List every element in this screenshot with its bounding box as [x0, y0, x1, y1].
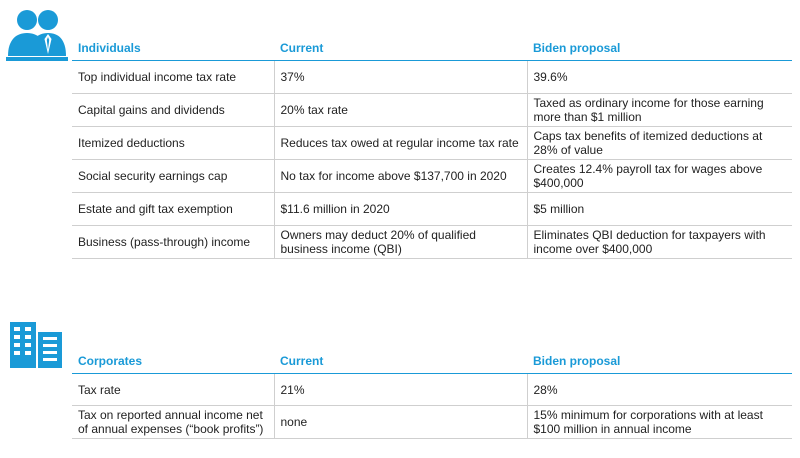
corporates-header-row: Corporates Current Biden proposal [72, 349, 792, 374]
corporates-table: Corporates Current Biden proposal Tax ra… [72, 349, 792, 439]
current-value: $11.6 million in 2020 [274, 192, 528, 226]
table-row: Top individual income tax rate 37% 39.6% [72, 60, 792, 94]
proposal-value: Creates 12.4% payroll tax for wages abov… [527, 159, 792, 193]
row-label: Business (pass-through) income [72, 225, 275, 259]
proposal-value: $5 million [527, 192, 792, 226]
table-row: Tax on reported annual income net of ann… [72, 405, 792, 439]
row-label: Itemized deductions [72, 126, 275, 160]
table-row: Social security earnings cap No tax for … [72, 159, 792, 193]
individuals-header: Individuals [72, 36, 274, 61]
biden-proposal-header: Biden proposal [527, 349, 792, 374]
proposal-value: 15% minimum for corporations with at lea… [527, 405, 792, 439]
table-row: Estate and gift tax exemption $11.6 mill… [72, 192, 792, 226]
individuals-table: Individuals Current Biden proposal Top i… [72, 36, 792, 259]
row-label: Estate and gift tax exemption [72, 192, 275, 226]
row-label: Social security earnings cap [72, 159, 275, 193]
current-value: none [274, 405, 528, 439]
table-row: Tax rate 21% 28% [72, 373, 792, 406]
table-row: Itemized deductions Reduces tax owed at … [72, 126, 792, 160]
proposal-value: Eliminates QBI deduction for taxpayers w… [527, 225, 792, 259]
biden-proposal-header: Biden proposal [527, 36, 792, 61]
row-label: Capital gains and dividends [72, 93, 275, 127]
row-label: Tax rate [72, 373, 275, 406]
building-icon [10, 322, 62, 368]
proposal-value: 39.6% [527, 60, 792, 94]
proposal-value: Caps tax benefits of itemized deductions… [527, 126, 792, 160]
current-value: 37% [274, 60, 528, 94]
current-value: Reduces tax owed at regular income tax r… [274, 126, 528, 160]
row-label: Top individual income tax rate [72, 60, 275, 94]
individuals-header-row: Individuals Current Biden proposal [72, 36, 792, 61]
current-value: No tax for income above $137,700 in 2020 [274, 159, 528, 193]
people-icon [6, 10, 68, 61]
current-value: 20% tax rate [274, 93, 528, 127]
table-row: Business (pass-through) income Owners ma… [72, 225, 792, 259]
current-header: Current [274, 349, 527, 374]
corporates-header: Corporates [72, 349, 274, 374]
current-value: Owners may deduct 20% of qualified busin… [274, 225, 528, 259]
proposal-value: Taxed as ordinary income for those earni… [527, 93, 792, 127]
current-header: Current [274, 36, 527, 61]
row-label: Tax on reported annual income net of ann… [72, 405, 275, 439]
table-row: Capital gains and dividends 20% tax rate… [72, 93, 792, 127]
current-value: 21% [274, 373, 528, 406]
proposal-value: 28% [527, 373, 792, 406]
